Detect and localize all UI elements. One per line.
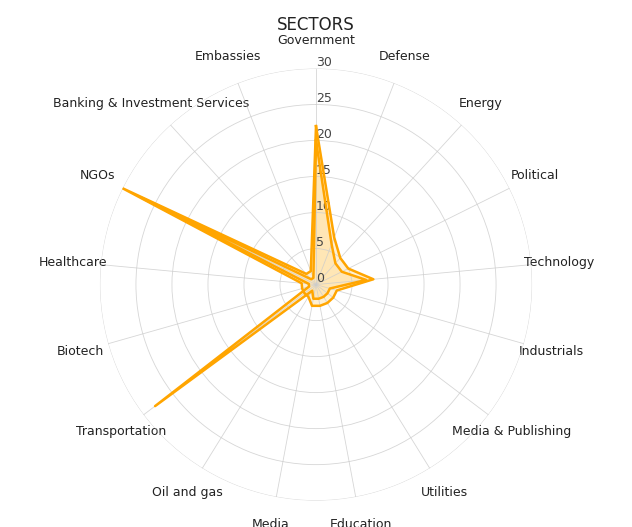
Polygon shape	[123, 126, 374, 306]
Text: SECTORS: SECTORS	[277, 16, 355, 34]
Polygon shape	[142, 141, 366, 406]
